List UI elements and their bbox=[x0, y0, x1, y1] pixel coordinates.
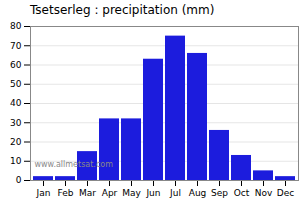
svg-text:Nov: Nov bbox=[255, 188, 273, 198]
svg-text:Feb: Feb bbox=[58, 188, 74, 198]
svg-text:Dec: Dec bbox=[277, 188, 294, 198]
svg-text:80: 80 bbox=[10, 21, 22, 31]
svg-text:50: 50 bbox=[10, 79, 22, 89]
svg-text:20: 20 bbox=[10, 137, 22, 147]
svg-text:May: May bbox=[122, 188, 141, 198]
svg-text:www.allmetsat.com: www.allmetsat.com bbox=[35, 160, 114, 169]
svg-text:40: 40 bbox=[10, 98, 22, 108]
svg-text:Oct: Oct bbox=[234, 188, 250, 198]
svg-text:0: 0 bbox=[16, 175, 22, 185]
svg-text:Sep: Sep bbox=[211, 188, 228, 198]
svg-text:30: 30 bbox=[10, 118, 22, 128]
svg-text:Apr: Apr bbox=[102, 188, 118, 198]
svg-text:Aug: Aug bbox=[189, 188, 207, 198]
svg-text:60: 60 bbox=[10, 60, 22, 70]
html-text:Tsetserleg : precipitation (mm: Tsetserleg : precipitation (mm) bbox=[30, 3, 215, 17]
svg-text:10: 10 bbox=[10, 156, 22, 166]
svg-text:70: 70 bbox=[10, 41, 22, 51]
svg-text:Jun: Jun bbox=[145, 188, 160, 198]
svg-text:Jul: Jul bbox=[169, 188, 181, 198]
svg-text:Mar: Mar bbox=[79, 188, 96, 198]
svg-text:Jan: Jan bbox=[36, 188, 51, 198]
